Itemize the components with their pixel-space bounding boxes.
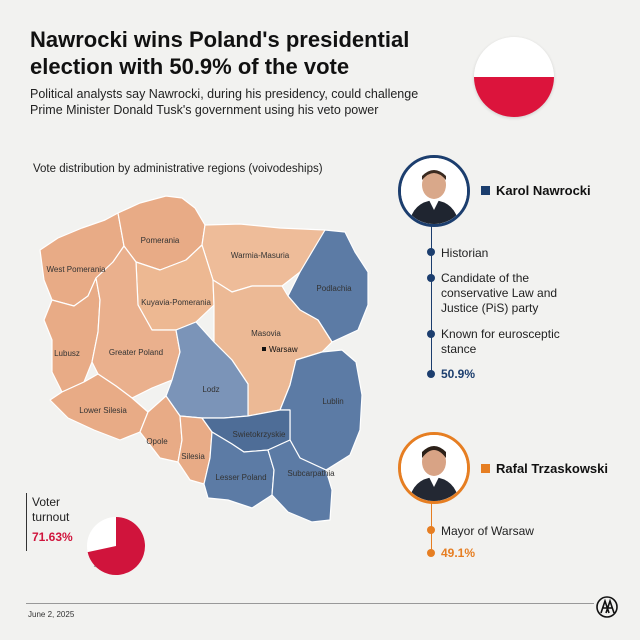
label-silesia: Silesia [181, 452, 205, 461]
fact-bullet-icon [427, 330, 435, 338]
region-lesser-poland [203, 431, 275, 509]
result-bullet-icon [427, 549, 435, 557]
aa-logo-icon [596, 596, 618, 618]
turnout-pie-slice [87, 517, 145, 575]
label-kuyavia-pomerania: Kuyavia-Pomerania [141, 298, 211, 307]
label-lubusz: Lubusz [54, 349, 80, 358]
nawrocki-fact-1: Historian [441, 246, 489, 260]
region-subcarpathia [267, 439, 333, 523]
trzaskowski-result: 49.1% [441, 546, 476, 560]
label-masovia: Masovia [251, 329, 281, 338]
capital-label: Warsaw [269, 345, 298, 354]
turnout-bracket [26, 493, 87, 551]
label-opole: Opole [146, 437, 168, 446]
nawrocki-fact-3: Known for eurosceptic stance [441, 327, 560, 356]
capital-marker-icon [262, 347, 266, 351]
label-lodz: Lodz [202, 385, 219, 394]
label-warmia-masuria: Warmia-Masuria [231, 251, 290, 260]
footer-divider [26, 603, 594, 604]
nawrocki-fact-2: Candidate of the conservative Law and Ju… [441, 271, 558, 315]
page-title: Nawrocki wins Poland's presidential elec… [30, 27, 410, 79]
label-lublin: Lublin [322, 397, 343, 406]
poland-flag-icon [474, 37, 554, 117]
publish-date: June 2, 2025 [28, 610, 75, 619]
nawrocki-result: 50.9% [441, 367, 476, 381]
label-subcarpathia: Subcarpathia [287, 469, 335, 478]
trzaskowski-name: Rafal Trzaskowski [481, 461, 608, 476]
result-bullet-icon [427, 370, 435, 378]
trzaskowski-avatar [398, 432, 470, 504]
nawrocki-avatar [398, 155, 470, 227]
poland-map: Pomerania West Pomerania Warmia-Masuria … [39, 195, 369, 523]
person-icon [401, 158, 467, 224]
page-subtitle: Political analysts say Nawrocki, during … [30, 87, 419, 117]
person-icon [401, 435, 467, 501]
nawrocki-timeline [431, 226, 432, 376]
label-swietokrzyskie: Swietokrzyskie [233, 430, 286, 439]
trzaskowski-color-swatch [481, 464, 490, 473]
fact-bullet-icon [427, 248, 435, 256]
label-podlachia: Podlachia [316, 284, 352, 293]
turnout-label: Voter turnout [32, 495, 70, 524]
label-lower-silesia: Lower Silesia [79, 406, 127, 415]
nawrocki-color-swatch [481, 186, 490, 195]
label-pomerania: Pomerania [141, 236, 180, 245]
nawrocki-name: Karol Nawrocki [481, 183, 591, 198]
label-west-pomerania: West Pomerania [47, 265, 107, 274]
turnout-pie-chart [87, 517, 145, 575]
label-lesser-poland: Lesser Poland [215, 473, 266, 482]
label-greater-poland: Greater Poland [109, 348, 163, 357]
fact-bullet-icon [427, 526, 435, 534]
map-caption: Vote distribution by administrative regi… [33, 163, 323, 175]
turnout-value: 71.63% [32, 530, 73, 544]
fact-bullet-icon [427, 274, 435, 282]
trzaskowski-fact-1: Mayor of Warsaw [441, 524, 534, 538]
